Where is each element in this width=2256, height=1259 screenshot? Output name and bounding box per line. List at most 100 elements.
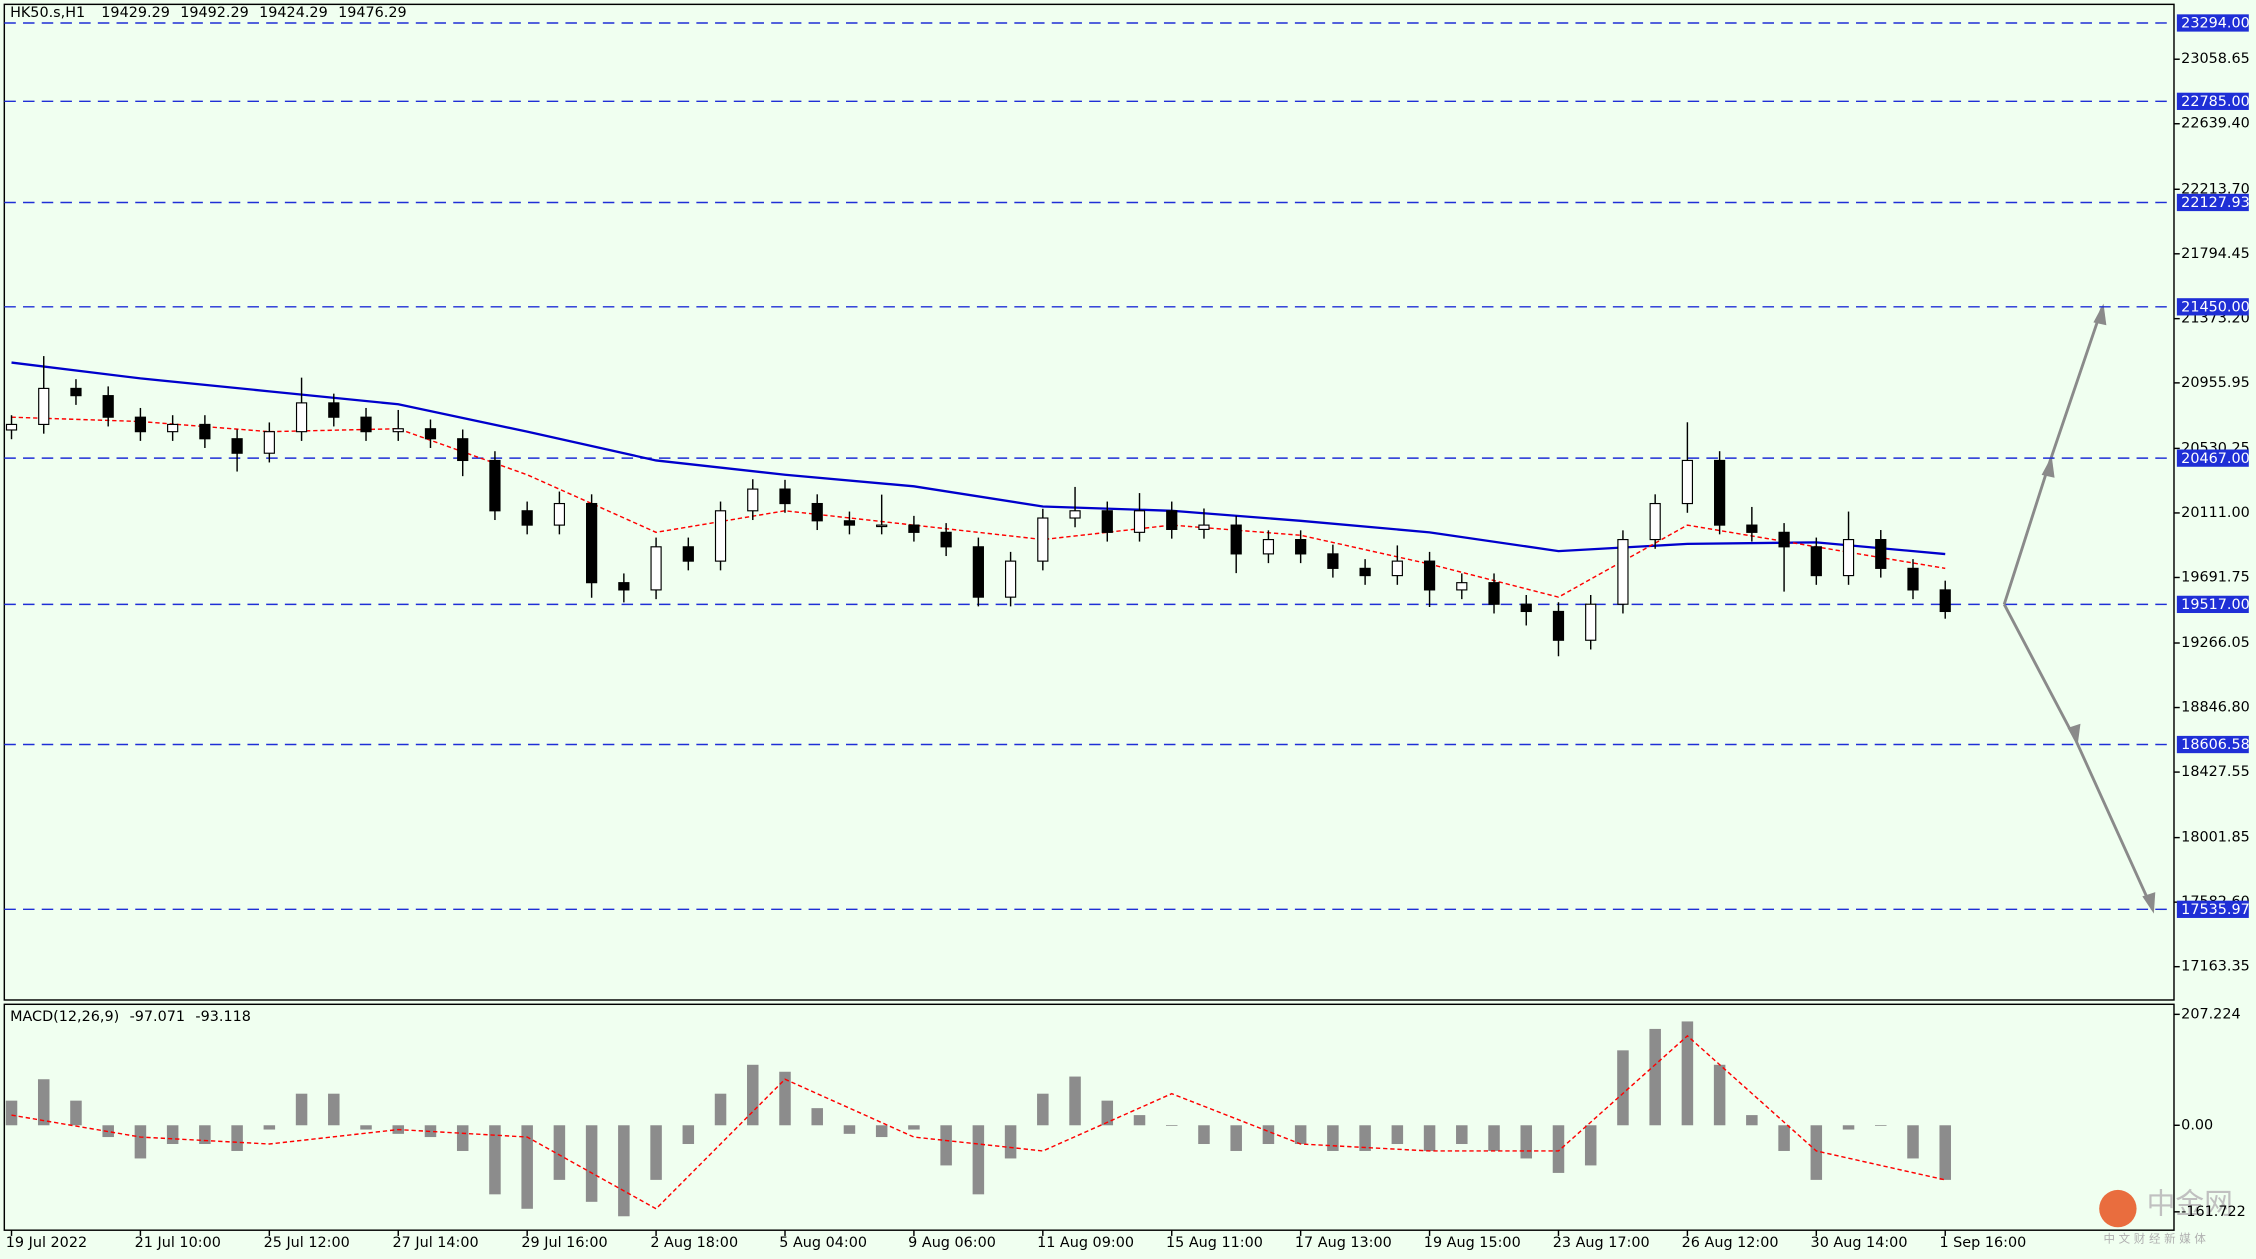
y-tick-label: 22639.40 [2181, 116, 2250, 132]
macd-bar [134, 1125, 147, 1159]
macd-bar [1198, 1125, 1210, 1145]
candle-body [586, 502, 598, 584]
candle-body [295, 402, 308, 433]
level-label-box [2176, 14, 2249, 32]
macd-header: MACD(12,26,9) -97.071 -93.118 [10, 1009, 251, 1025]
candle-body [747, 488, 759, 512]
macd-value: -97.071 [130, 1009, 186, 1025]
macd-bar [940, 1125, 952, 1166]
ohlc-value: 19429.29 [101, 5, 170, 21]
watermark-logo [2099, 1189, 2137, 1228]
candle-body [521, 510, 533, 526]
y-tick-label: 0.00 [2181, 1117, 2213, 1133]
y-tick-label: 21794.45 [2181, 246, 2250, 262]
candle-body [328, 402, 340, 418]
candle-body [1391, 560, 1403, 577]
macd-bar [875, 1125, 888, 1138]
macd-bar [295, 1093, 308, 1126]
level-label: 23294.00 [2181, 16, 2250, 32]
candle-body [876, 524, 888, 528]
y-tick-label: 23058.65 [2181, 51, 2250, 67]
candle-body [360, 416, 372, 433]
macd-bar [908, 1125, 920, 1130]
macd-bar [1488, 1125, 1500, 1151]
macd-bar [424, 1125, 437, 1138]
macd-bar [1681, 1021, 1694, 1126]
level-label: 21450.00 [2181, 300, 2250, 316]
candle-body [1488, 582, 1500, 605]
candle-body [102, 395, 114, 418]
macd-bar [456, 1125, 469, 1151]
macd-bar [102, 1125, 114, 1138]
macd-bar [328, 1093, 340, 1126]
macd-bar [1004, 1125, 1017, 1159]
candle-body [682, 546, 694, 562]
candle-body [1746, 524, 1758, 533]
level-label-box [2176, 193, 2249, 212]
macd-bar [811, 1108, 823, 1126]
watermark-title: 中金网 [2147, 1187, 2233, 1221]
candle-body [424, 428, 437, 440]
candle-body [231, 438, 243, 454]
macd-bar [1552, 1125, 1565, 1173]
macd-bar [1391, 1125, 1404, 1145]
watermark-subtitle: 中 文 财 经 新 媒 体 [2103, 1231, 2206, 1245]
arrow-head [2041, 456, 2055, 478]
macd-bar [1133, 1115, 1146, 1126]
macd-bar [1778, 1125, 1790, 1151]
candle-body [167, 423, 179, 433]
macd-bar [1262, 1125, 1275, 1145]
candle-body [38, 387, 50, 426]
candle-body [489, 459, 501, 512]
arrow-head [2142, 892, 2156, 914]
candle-body [1198, 524, 1210, 530]
candle-body [457, 438, 469, 462]
symbol: HK50.s,H1 [10, 5, 85, 21]
y-tick-label: 17163.35 [2181, 959, 2250, 975]
macd-bar [1939, 1125, 1951, 1180]
candle-body [1907, 567, 1919, 591]
candle-body [1810, 546, 1822, 577]
level-label-box [2176, 900, 2249, 918]
candle-body [1681, 459, 1694, 505]
candle-body [618, 582, 630, 591]
x-tick-label: 11 Aug 09:00 [1037, 1235, 1134, 1251]
y-tick-label: 22213.70 [2181, 181, 2250, 197]
signal-line [11, 1034, 1946, 1210]
level-label: 18606.58 [2181, 737, 2250, 753]
macd-title: MACD(12,26,9) [10, 1009, 119, 1025]
candle-body [843, 520, 856, 526]
candle-body [1101, 510, 1113, 533]
candle-body [199, 423, 211, 440]
x-tick-label: 30 Aug 14:00 [1811, 1235, 1908, 1251]
macd-bar [618, 1125, 630, 1217]
level-label-box [2176, 595, 2249, 614]
level-label-box [2176, 298, 2249, 316]
macd-bar [779, 1071, 791, 1126]
macd-bar [231, 1125, 243, 1151]
macd-bar [650, 1125, 662, 1180]
candle-body [134, 416, 147, 433]
arrow-heads [2041, 303, 2156, 914]
x-tick-label: 17 Aug 13:00 [1295, 1235, 1392, 1251]
candle-body [1230, 524, 1242, 555]
chart-header: HK50.s,H1 19429.29 19492.29 19424.29 194… [10, 5, 407, 21]
y-tick-label: -161.722 [2181, 1204, 2246, 1220]
ohlc-value: 19476.29 [338, 5, 407, 21]
macd-bar [1456, 1125, 1468, 1145]
candle-body [1714, 459, 1726, 526]
x-tick-label: 23 Aug 17:00 [1553, 1235, 1650, 1251]
macd-bar [1907, 1125, 1919, 1159]
macd-bar [1327, 1125, 1339, 1151]
macd-bar [199, 1125, 211, 1145]
x-tick-label: 29 Jul 16:00 [521, 1235, 607, 1251]
candle-body [972, 546, 984, 598]
x-tick-label: 26 Aug 12:00 [1682, 1235, 1779, 1251]
x-tick-label: 2 Aug 18:00 [650, 1235, 738, 1251]
main-frame [3, 3, 2175, 1001]
macd-bar [553, 1125, 566, 1180]
candle-body [1166, 510, 1178, 530]
candle-body [1842, 538, 1855, 577]
